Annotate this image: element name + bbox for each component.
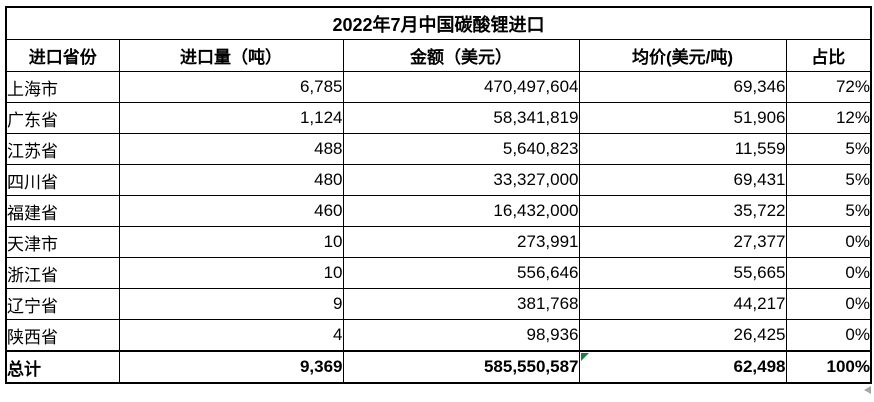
cell-total-share: 100% xyxy=(785,350,872,384)
column-header-share: 占比 xyxy=(785,39,872,72)
cell-share: 12% xyxy=(785,102,872,134)
table-row: 江苏省 488 5,640,823 11,559 5% xyxy=(5,133,872,165)
cell-province: 四川省 xyxy=(5,164,120,196)
cell-avg-price: 51,906 xyxy=(578,102,787,134)
cell-share: 5% xyxy=(785,164,872,196)
cell-share: 72% xyxy=(785,71,872,103)
table-row: 上海市 6,785 470,497,604 69,346 72% xyxy=(5,71,872,103)
column-header-province: 进口省份 xyxy=(5,39,120,72)
table-row: 辽宁省 9 381,768 44,217 0% xyxy=(5,288,872,320)
import-table: 2022年7月中国碳酸锂进口 进口省份 进口量（吨） 金额（美元） 均价(美元/… xyxy=(5,6,872,384)
cell-volume: 10 xyxy=(118,257,344,289)
table-row: 陕西省 4 98,936 26,425 0% xyxy=(5,319,872,352)
cell-amount: 5,640,823 xyxy=(342,133,580,165)
table-title: 2022年7月中国碳酸锂进口 xyxy=(5,6,872,40)
column-header-amount: 金额（美元） xyxy=(342,39,580,72)
table-title-row: 2022年7月中国碳酸锂进口 xyxy=(5,6,872,40)
cell-province: 天津市 xyxy=(5,226,120,258)
cell-total-avg-price: 62,498 xyxy=(578,350,787,384)
cell-avg-price: 69,346 xyxy=(578,71,787,103)
cell-amount: 16,432,000 xyxy=(342,195,580,227)
cell-province: 广东省 xyxy=(5,102,120,134)
cell-volume: 4 xyxy=(118,319,344,352)
cell-amount: 273,991 xyxy=(342,226,580,258)
cell-total-amount: 585,550,587 xyxy=(342,350,580,384)
cell-avg-price: 55,665 xyxy=(578,257,787,289)
cell-volume: 460 xyxy=(118,195,344,227)
column-header-avg-price: 均价(美元/吨) xyxy=(578,39,787,72)
cell-province: 陕西省 xyxy=(5,319,120,352)
cell-volume: 1,124 xyxy=(118,102,344,134)
cell-volume: 480 xyxy=(118,164,344,196)
cell-avg-price: 26,425 xyxy=(578,319,787,352)
cell-province: 辽宁省 xyxy=(5,288,120,320)
cell-share: 0% xyxy=(785,319,872,352)
cell-share: 0% xyxy=(785,288,872,320)
cell-total-avg-price-value: 62,498 xyxy=(733,357,786,376)
table-row: 浙江省 10 556,646 55,665 0% xyxy=(5,257,872,289)
table-total-row: 总计 9,369 585,550,587 62,498 100% xyxy=(5,350,872,384)
cell-amount: 98,936 xyxy=(342,319,580,352)
table-row: 天津市 10 273,991 27,377 0% xyxy=(5,226,872,258)
column-header-volume: 进口量（吨） xyxy=(118,39,344,72)
cell-amount: 470,497,604 xyxy=(342,71,580,103)
cell-avg-price: 27,377 xyxy=(578,226,787,258)
cell-volume: 6,785 xyxy=(118,71,344,103)
cell-province: 浙江省 xyxy=(5,257,120,289)
cell-corner-flag-icon xyxy=(580,353,589,361)
cell-amount: 33,327,000 xyxy=(342,164,580,196)
table-row: 广东省 1,124 58,341,819 51,906 12% xyxy=(5,102,872,134)
cell-avg-price: 11,559 xyxy=(578,133,787,165)
table-row: 福建省 460 16,432,000 35,722 5% xyxy=(5,195,872,227)
cell-province: 江苏省 xyxy=(5,133,120,165)
cell-amount: 381,768 xyxy=(342,288,580,320)
cell-volume: 488 xyxy=(118,133,344,165)
cell-amount: 556,646 xyxy=(342,257,580,289)
cell-total-volume: 9,369 xyxy=(118,350,344,384)
cell-share: 0% xyxy=(785,226,872,258)
cell-avg-price: 35,722 xyxy=(578,195,787,227)
cell-avg-price: 44,217 xyxy=(578,288,787,320)
cell-share: 0% xyxy=(785,257,872,289)
cell-province: 上海市 xyxy=(5,71,120,103)
cell-share: 5% xyxy=(785,195,872,227)
cell-volume: 10 xyxy=(118,226,344,258)
cell-avg-price: 69,431 xyxy=(578,164,787,196)
table-header-row: 进口省份 进口量（吨） 金额（美元） 均价(美元/吨) 占比 xyxy=(5,39,872,72)
table-row: 四川省 480 33,327,000 69,431 5% xyxy=(5,164,872,196)
table-body: 上海市 6,785 470,497,604 69,346 72% 广东省 1,124 58,3… xyxy=(5,71,872,352)
cell-province: 福建省 xyxy=(5,195,120,227)
cell-amount: 58,341,819 xyxy=(342,102,580,134)
cell-volume: 9 xyxy=(118,288,344,320)
cursor-artifact xyxy=(864,386,871,394)
cell-total-label: 总计 xyxy=(5,350,120,384)
cell-share: 5% xyxy=(785,133,872,165)
